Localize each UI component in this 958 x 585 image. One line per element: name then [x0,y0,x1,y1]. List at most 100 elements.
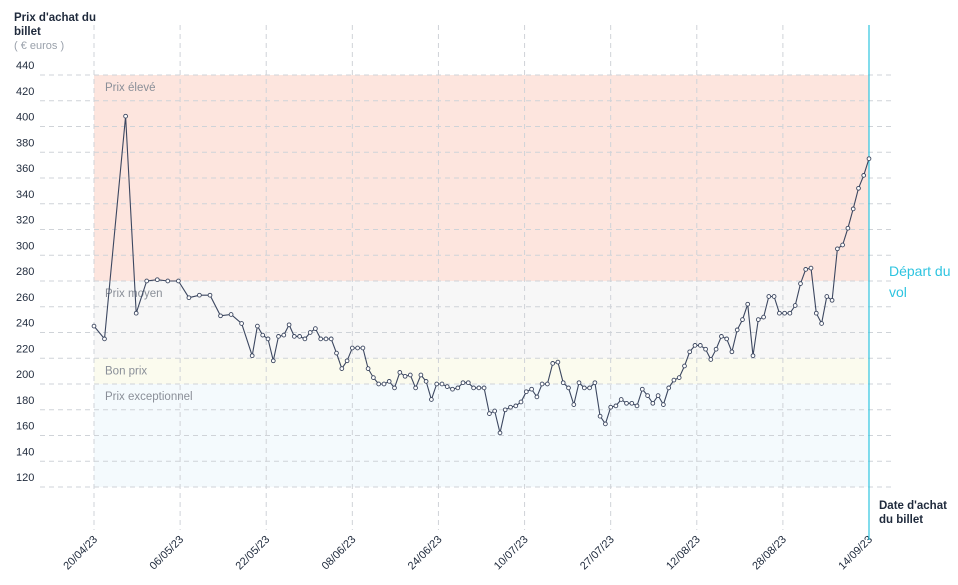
x-tick-label: 20/04/23 [61,534,100,573]
data-point [318,336,324,342]
data-point [835,246,840,252]
data-point [666,385,672,391]
data-point [798,281,803,286]
data-point [323,336,329,342]
data-point [629,400,635,406]
data-point [513,403,519,409]
data-point [555,359,561,365]
data-point [618,397,624,402]
data-point [423,379,429,384]
data-point [302,336,308,342]
data-point [165,278,171,284]
data-point [708,357,714,362]
data-point [866,156,872,162]
data-point [856,185,861,191]
data-point [719,334,724,339]
data-point [829,297,835,303]
data-point [624,400,629,406]
data-point [392,385,397,391]
data-point [418,372,424,378]
data-point [529,386,534,392]
y-tick-label: 320 [16,215,34,227]
y-tick-label: 440 [16,60,34,72]
data-point [413,385,418,391]
data-point [613,403,619,409]
data-point [502,407,508,413]
data-point [603,421,608,427]
data-point [460,380,466,386]
data-point [481,385,487,391]
zone-label: Bon prix [105,365,147,377]
data-point [471,385,476,391]
data-point [734,327,740,333]
data-point [581,385,587,391]
data-point [286,322,292,328]
data-point [782,310,787,316]
data-point [813,310,819,316]
data-point [307,330,313,335]
departure-label: Départ du vol [889,263,951,300]
data-point [444,384,450,389]
data-point [207,292,213,298]
y-tick-label: 240 [16,318,34,330]
data-point [197,292,202,298]
data-point [355,345,360,351]
horizontal-grid [40,74,895,488]
data-point [334,350,339,356]
data-point [154,277,160,283]
data-point [265,336,271,342]
data-point [750,353,756,359]
data-point [434,381,440,387]
data-point [186,295,192,301]
data-point [792,303,798,308]
x-tick-label: 12/08/23 [664,534,703,573]
data-point [176,278,181,284]
x-axis-ticks: 20/04/23 06/05/23 22/05/23 08/06/23 24/06/23… [61,534,875,573]
data-point [766,294,772,299]
y-tick-label: 180 [16,395,34,407]
x-axis-title: Date d'achat du billet [879,500,947,526]
y-tick-label: 260 [16,292,34,304]
data-point [297,334,302,339]
x-tick-label: 08/06/23 [320,534,359,573]
data-point [255,323,260,329]
data-point [365,366,371,371]
y-tick-label: 140 [16,446,34,458]
data-point [508,404,513,410]
data-point [587,385,592,391]
data-point [218,313,223,319]
data-point [313,326,318,331]
data-point [534,394,540,400]
data-point [650,400,656,406]
data-point [376,381,382,387]
x-tick-label: 27/07/23 [578,534,617,573]
y-tick-label: 220 [16,343,34,355]
data-point [850,206,856,212]
y-tick-label: 340 [16,189,34,201]
data-point [523,389,529,395]
x-tick-label: 28/08/23 [750,534,789,573]
data-point [518,399,524,405]
data-point [402,373,408,379]
zone-band [94,358,869,384]
data-point [123,113,128,119]
data-point [845,225,851,231]
data-point [671,377,677,383]
zone-label: Prix exceptionnel [105,391,193,403]
data-point [281,332,287,338]
data-point [824,294,830,299]
data-point [407,372,413,378]
data-point [455,385,461,391]
data-point [655,393,661,398]
data-point [597,413,603,419]
data-point [639,386,645,392]
data-point [819,321,824,326]
data-point [740,317,745,322]
data-point [102,336,107,342]
data-point [429,397,434,402]
data-point [724,336,730,342]
y-tick-label: 280 [16,266,34,278]
y-tick-label: 380 [16,137,34,149]
y-tick-label: 420 [16,86,34,98]
